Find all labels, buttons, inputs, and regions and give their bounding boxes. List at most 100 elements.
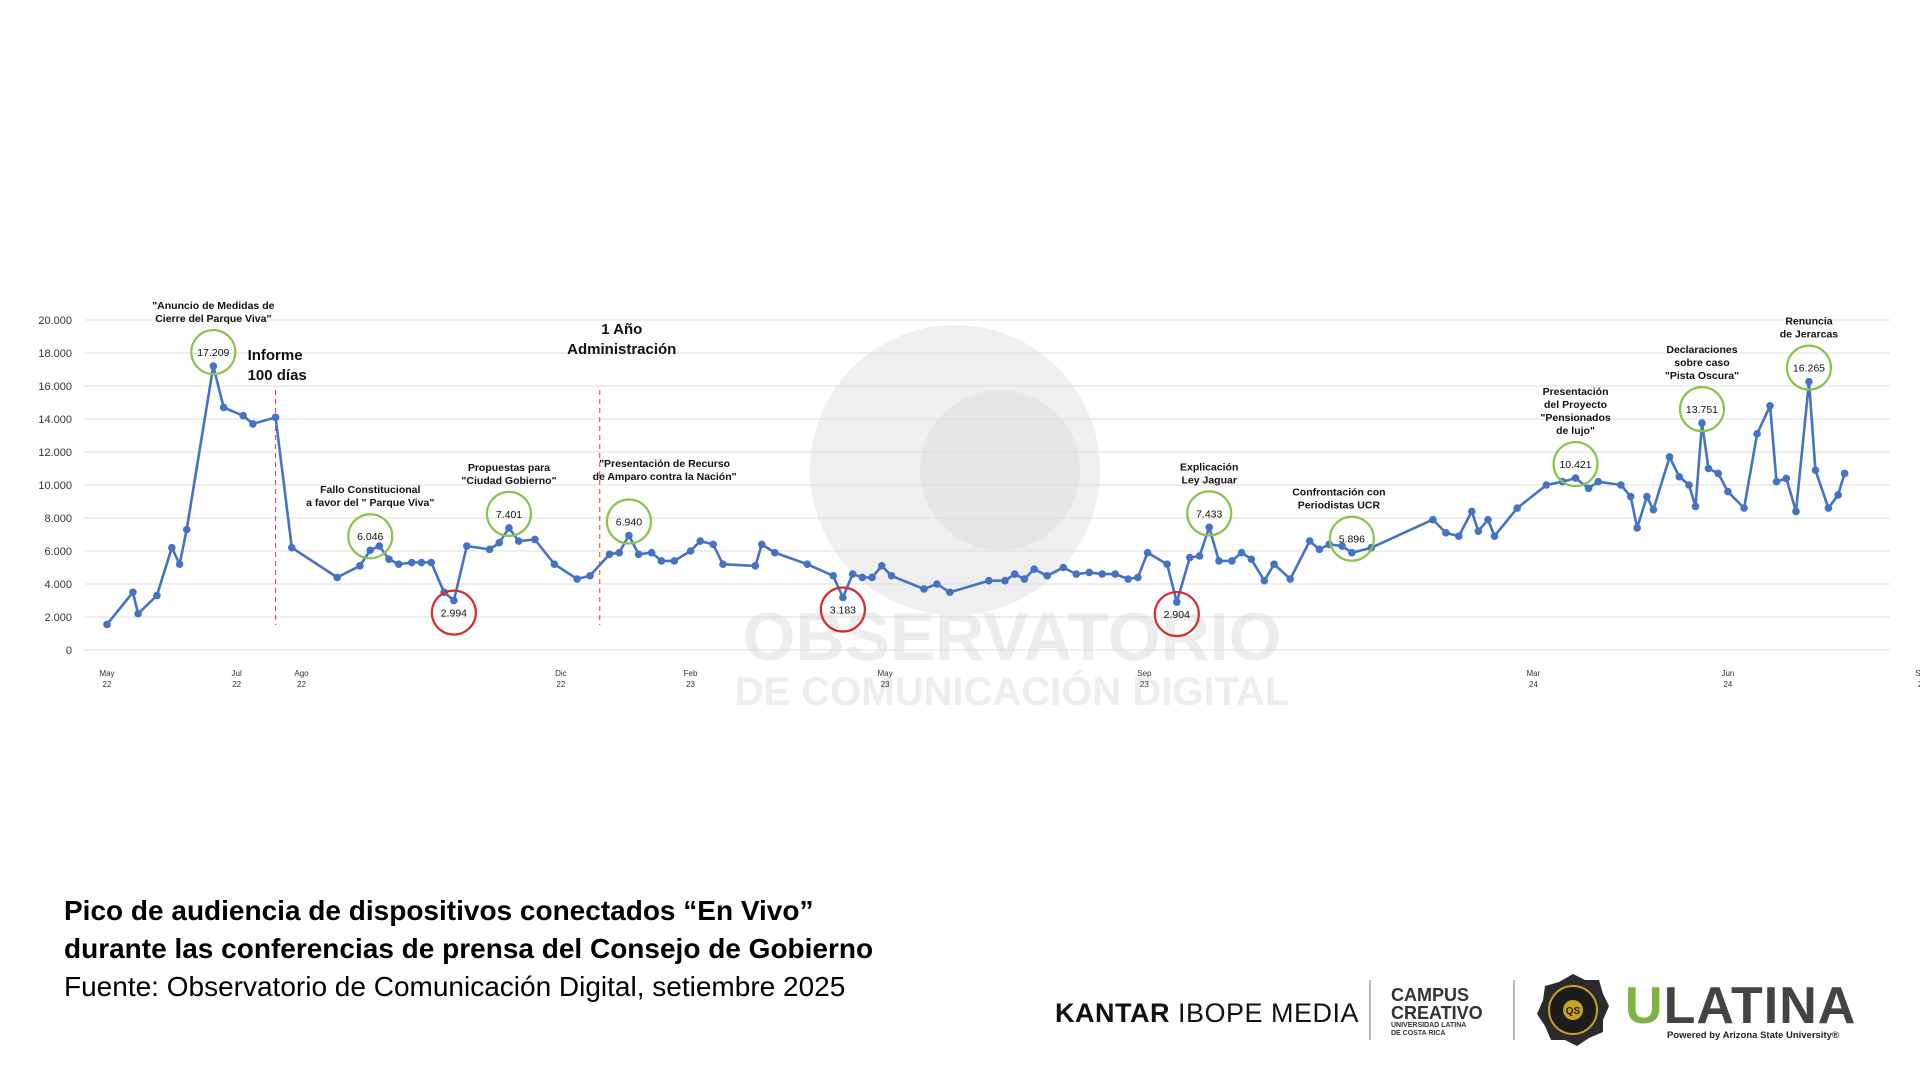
data-point: [696, 537, 705, 545]
watermark-line2: DE COMUNICACIÓN DIGITAL: [735, 668, 1290, 714]
data-point: [385, 555, 393, 564]
data-point: [657, 557, 666, 565]
data-point: [375, 542, 384, 550]
chart-area: OBSERVATORIO DE COMUNICACIÓN DIGITAL 0 2.0…: [38, 300, 1920, 714]
y-tick-label: 18.000: [38, 348, 72, 360]
y-tick-label: 0: [66, 645, 72, 657]
highlight-value: 6.940: [616, 516, 642, 528]
data-point: [1111, 570, 1120, 578]
data-point: [1626, 492, 1635, 501]
y-tick-label: 16.000: [38, 381, 72, 393]
event-annotation: "Ciudad Gobierno": [461, 475, 556, 487]
data-point: [1617, 481, 1625, 489]
data-point: [573, 575, 581, 583]
ulatina-u: U: [1625, 977, 1664, 1035]
y-tick-label: 4.000: [44, 579, 72, 591]
data-point: [182, 525, 191, 534]
x-tick-year: 22: [103, 680, 112, 689]
data-point: [407, 558, 416, 567]
data-point: [1173, 598, 1181, 606]
data-points: [103, 362, 1849, 629]
data-point: [1704, 464, 1713, 473]
qs-rating-badge-icon: QS: [1537, 974, 1609, 1046]
event-annotation: Ley Jaguar: [1181, 474, 1236, 486]
data-point: [417, 558, 426, 567]
y-tick-label: 2.000: [44, 612, 72, 624]
campus-creativo-logo: CAMPUS CREATIVO UNIVERSIDAD LATINA DE CO…: [1391, 986, 1501, 1038]
event-annotation: a favor del " Parque Viva": [306, 497, 434, 509]
event-annotation: Fallo Constitucional: [320, 484, 420, 496]
watermark-eye-pupil: [920, 390, 1080, 550]
caption-title-line2: durante las conferencias de prensa del C…: [64, 933, 874, 964]
data-point: [1772, 477, 1781, 486]
highlight-value: 7.433: [1196, 508, 1222, 520]
data-point: [1237, 548, 1246, 557]
data-point: [249, 420, 257, 428]
data-point: [550, 560, 559, 568]
event-annotation: Declaraciones: [1666, 344, 1737, 356]
x-tick-month: Mar: [1527, 669, 1541, 678]
x-axis: May 22 Jul 22 Ago 22 Dic 22 Feb 23 May 23 Sep 23 Mar 24…: [99, 669, 1920, 689]
data-point: [485, 545, 494, 554]
logo-strip: KANTAR IBOPE MEDIA CAMPUS CREATIVO UNIVE…: [1055, 970, 1855, 1070]
event-annotation: Cierre del Parque Viva": [155, 313, 271, 325]
kantar-word: KANTAR: [1055, 998, 1170, 1028]
marker-label: Administración: [567, 341, 676, 358]
data-point: [933, 580, 941, 588]
data-point: [1594, 477, 1603, 486]
badge-text: QS: [1566, 1006, 1581, 1017]
highlight-circle: [1153, 590, 1200, 638]
data-point: [1348, 548, 1356, 557]
y-tick-label: 8.000: [44, 513, 72, 525]
data-point: [1315, 545, 1324, 554]
data-point: [1766, 402, 1774, 410]
event-annotation: "Pensionados: [1540, 412, 1610, 424]
data-point: [719, 560, 727, 568]
data-point: [709, 540, 718, 549]
highlight-circle: [1552, 440, 1599, 488]
data-point: [1753, 430, 1761, 438]
data-point: [531, 535, 539, 544]
event-annotation: "Presentación de Recurso: [599, 458, 730, 470]
data-point: [239, 411, 247, 420]
data-point: [209, 362, 218, 370]
highlight-circle: [485, 490, 533, 537]
campus-word: CAMPUS: [1391, 985, 1470, 1005]
highlight-value: 10.421: [1559, 459, 1591, 471]
ibope-media-word: IBOPE MEDIA: [1169, 998, 1360, 1028]
data-point: [287, 543, 296, 552]
data-point: [1442, 529, 1450, 537]
y-tick-label: 12.000: [38, 447, 72, 459]
data-point: [1030, 565, 1038, 573]
data-point: [858, 573, 867, 582]
highlight-circle: [1678, 386, 1726, 433]
event-annotation: de lujo": [1556, 425, 1595, 437]
data-point: [1010, 570, 1019, 578]
x-tick-month: May: [877, 669, 892, 678]
x-tick-month: Jun: [1721, 669, 1734, 678]
data-point: [1782, 474, 1791, 483]
data-point: [175, 560, 184, 568]
x-tick-month: Ago: [294, 669, 309, 678]
data-point: [1085, 568, 1094, 577]
data-point: [1163, 560, 1171, 568]
event-annotation: del Proyecto: [1544, 399, 1607, 411]
highlight-value: 17.209: [197, 347, 229, 359]
data-point: [427, 558, 435, 567]
data-point: [1805, 377, 1813, 386]
data-point: [1792, 507, 1800, 516]
data-point: [394, 560, 403, 568]
data-point: [1724, 487, 1732, 496]
data-point: [1124, 575, 1132, 583]
highlight-circle: [1328, 515, 1375, 562]
data-point: [450, 596, 458, 605]
event-annotation: "Anuncio de Medidas de: [152, 300, 274, 312]
data-point: [1675, 472, 1684, 481]
marker-label: Informe: [248, 347, 303, 364]
data-point: [1649, 505, 1658, 514]
highlight-value: 6.046: [357, 531, 383, 543]
data-point: [1247, 555, 1256, 564]
data-point: [1072, 570, 1081, 578]
watermark-line1: OBSERVATORIO: [742, 599, 1281, 675]
